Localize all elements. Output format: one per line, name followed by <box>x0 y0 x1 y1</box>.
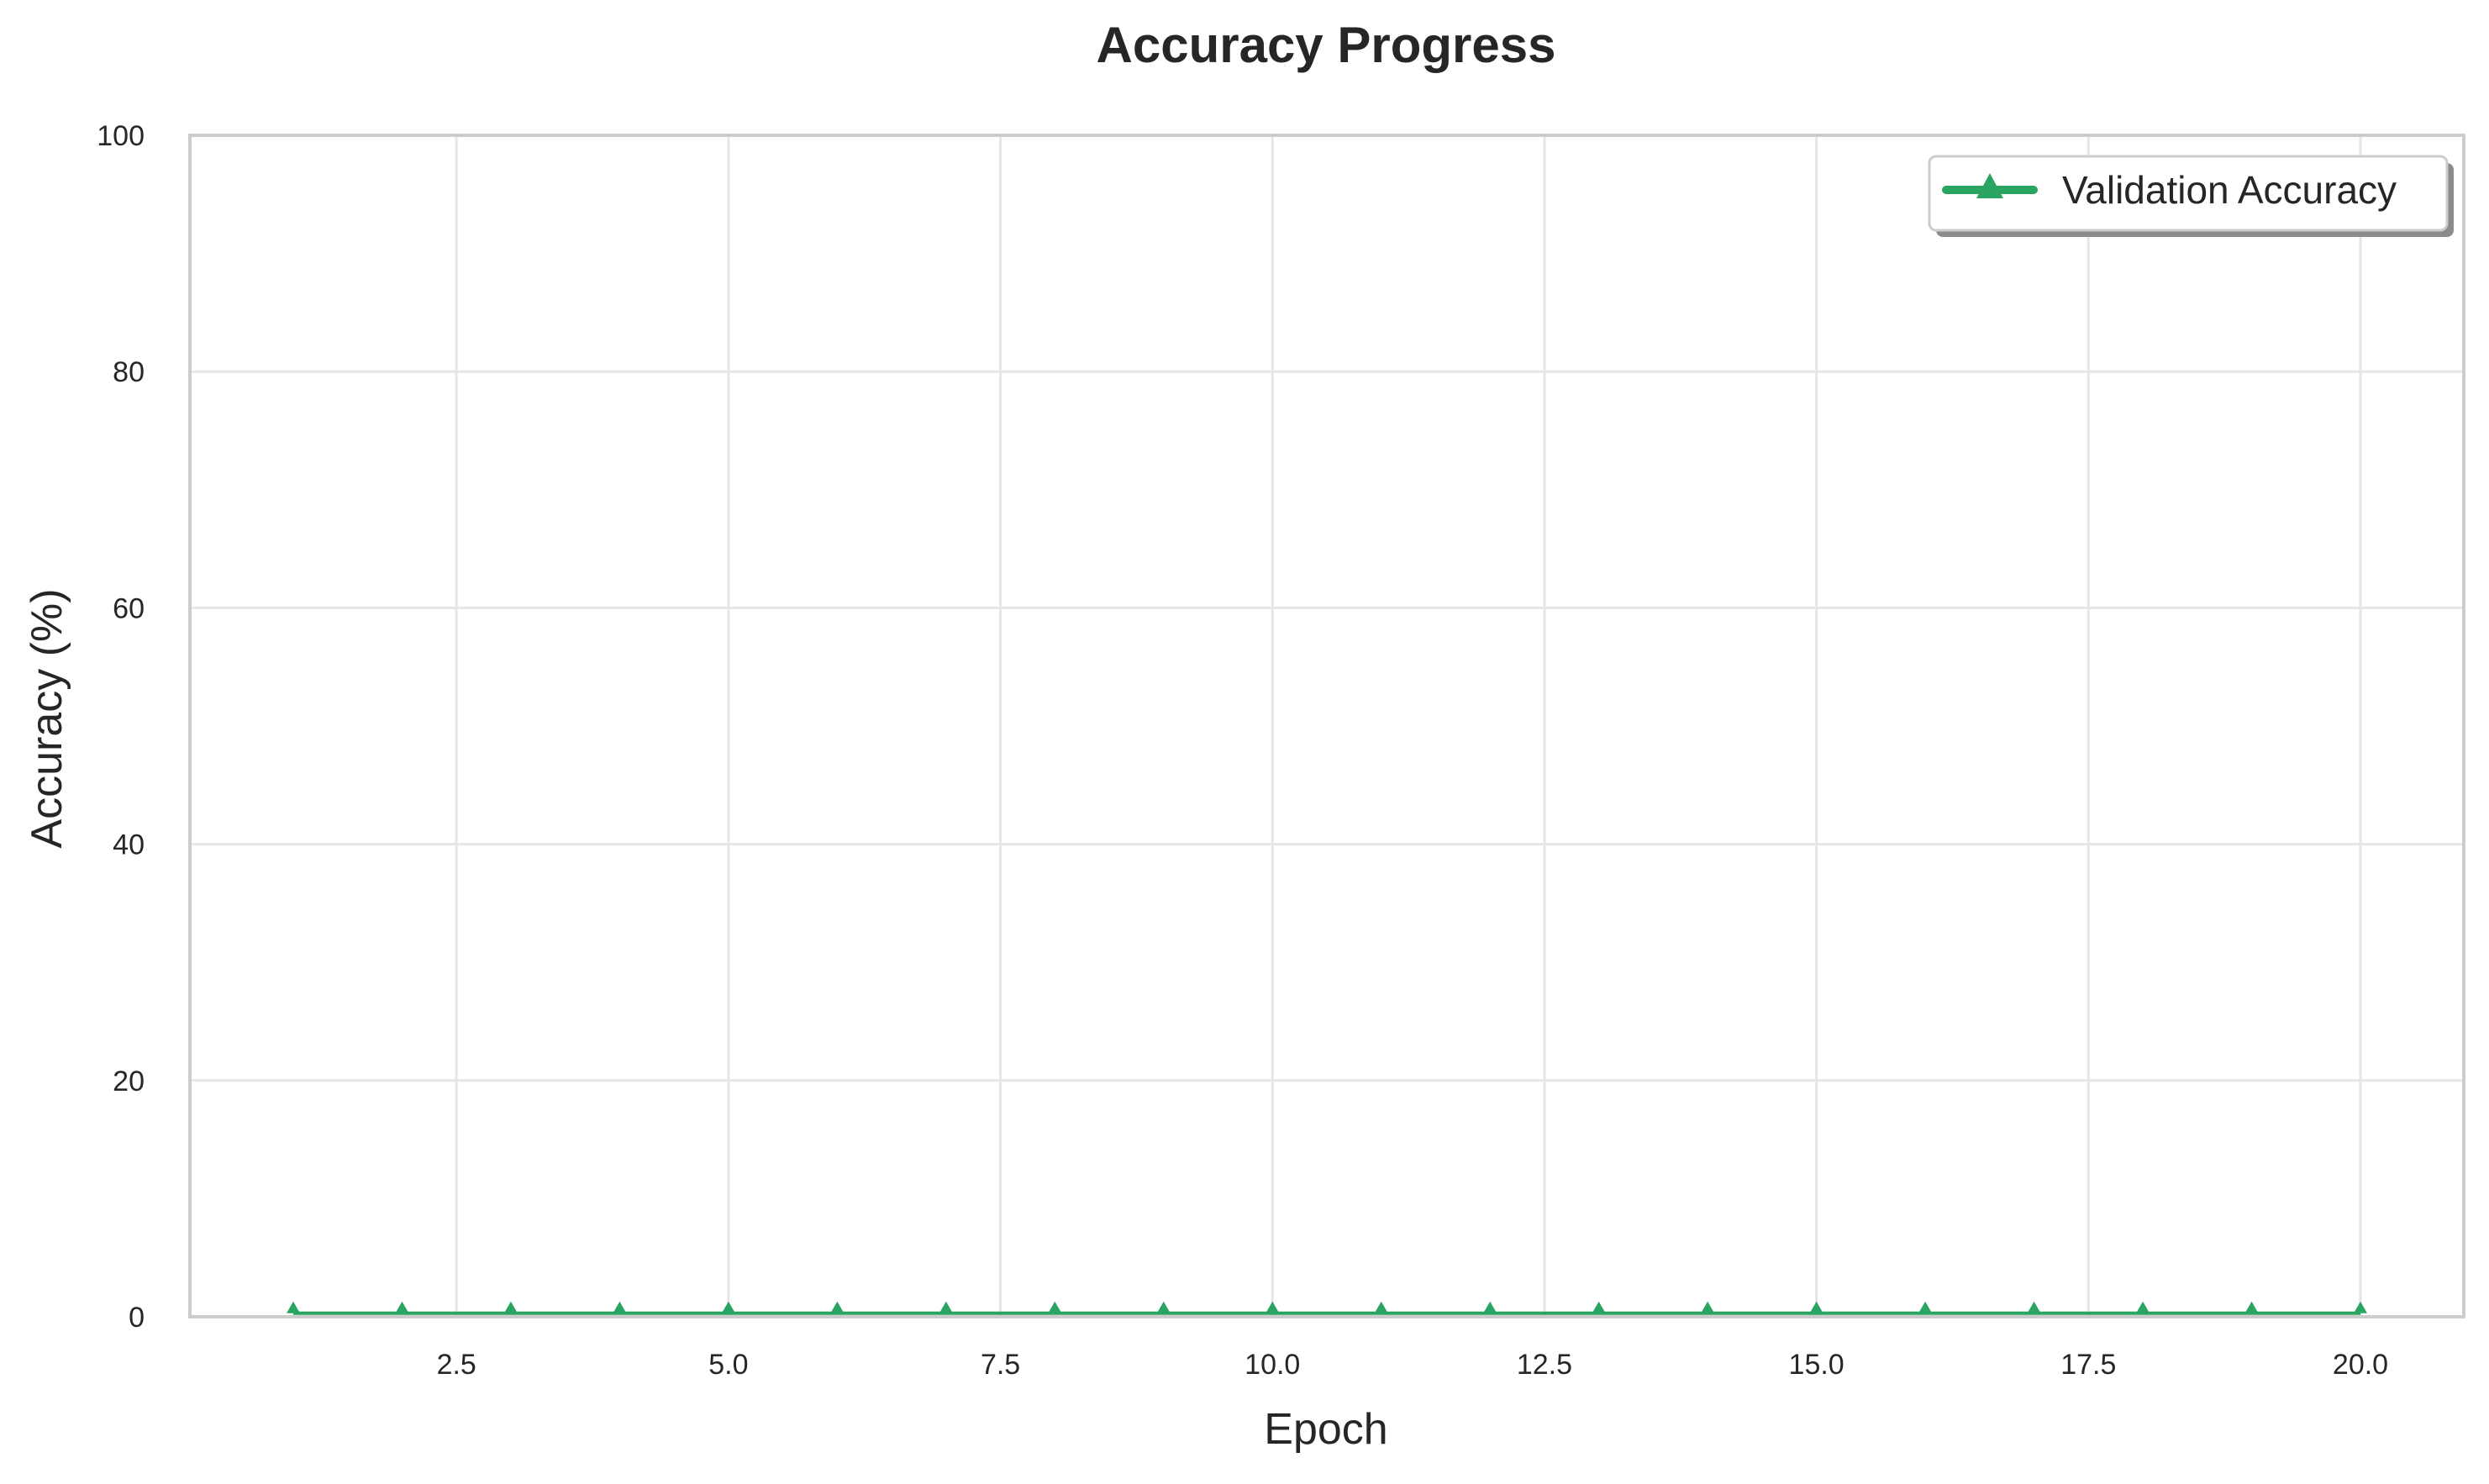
legend-label-validation-accuracy: Validation Accuracy <box>2062 168 2397 212</box>
data-point-marker <box>1266 1301 1280 1313</box>
y-tick-label: 20 <box>113 1066 145 1097</box>
y-tick-label: 60 <box>113 592 145 624</box>
x-tick-label: 17.5 <box>2060 1349 2116 1381</box>
data-point-marker <box>721 1301 735 1313</box>
data-point-marker <box>1918 1301 1933 1313</box>
data-point-marker <box>1156 1301 1171 1313</box>
y-axis-label: Accuracy (%) <box>23 588 71 848</box>
data-point-marker <box>1701 1301 1715 1313</box>
x-tick-label: 15.0 <box>1789 1349 1844 1381</box>
data-point-marker <box>2027 1301 2041 1313</box>
data-point-marker <box>395 1301 409 1313</box>
data-point-marker <box>2244 1301 2259 1313</box>
x-tick-label: 20.0 <box>2333 1349 2388 1381</box>
x-tick-label: 5.0 <box>708 1349 748 1381</box>
data-point-marker <box>939 1301 953 1313</box>
legend-box <box>1928 155 2449 232</box>
data-point-marker <box>287 1301 300 1313</box>
plot-frame <box>188 134 2465 1318</box>
data-point-marker <box>1374 1301 1388 1313</box>
tick-labels: 2.5 5.0 7.5 10.0 12.5 15.0 17.5 20.0 0 20 40 60 80 10… <box>97 120 2388 1381</box>
y-tick-label: 0 <box>129 1302 145 1334</box>
triangle-up-icon <box>1976 173 2003 198</box>
data-point-marker <box>2136 1301 2150 1313</box>
data-point-marker <box>613 1301 627 1313</box>
data-point-marker <box>1592 1301 1606 1313</box>
y-tick-label: 100 <box>97 120 145 152</box>
data-point-marker <box>503 1301 518 1313</box>
data-point-marker <box>2354 1301 2367 1313</box>
legend: Validation Accuracy <box>1928 155 2454 237</box>
data-point-marker <box>830 1301 845 1313</box>
series-layer <box>287 1301 2367 1315</box>
y-tick-label: 80 <box>113 356 145 388</box>
data-point-marker <box>1809 1301 1823 1313</box>
x-tick-label: 10.0 <box>1244 1349 1300 1381</box>
chart-title: Accuracy Progress <box>1097 17 1556 73</box>
x-tick-label: 7.5 <box>981 1349 1020 1381</box>
x-axis-label: Epoch <box>1264 1405 1387 1454</box>
data-point-marker <box>1048 1301 1062 1313</box>
y-tick-label: 40 <box>113 829 145 861</box>
data-point-marker <box>1483 1301 1497 1313</box>
x-tick-label: 12.5 <box>1517 1349 1572 1381</box>
x-tick-label: 2.5 <box>437 1349 476 1381</box>
